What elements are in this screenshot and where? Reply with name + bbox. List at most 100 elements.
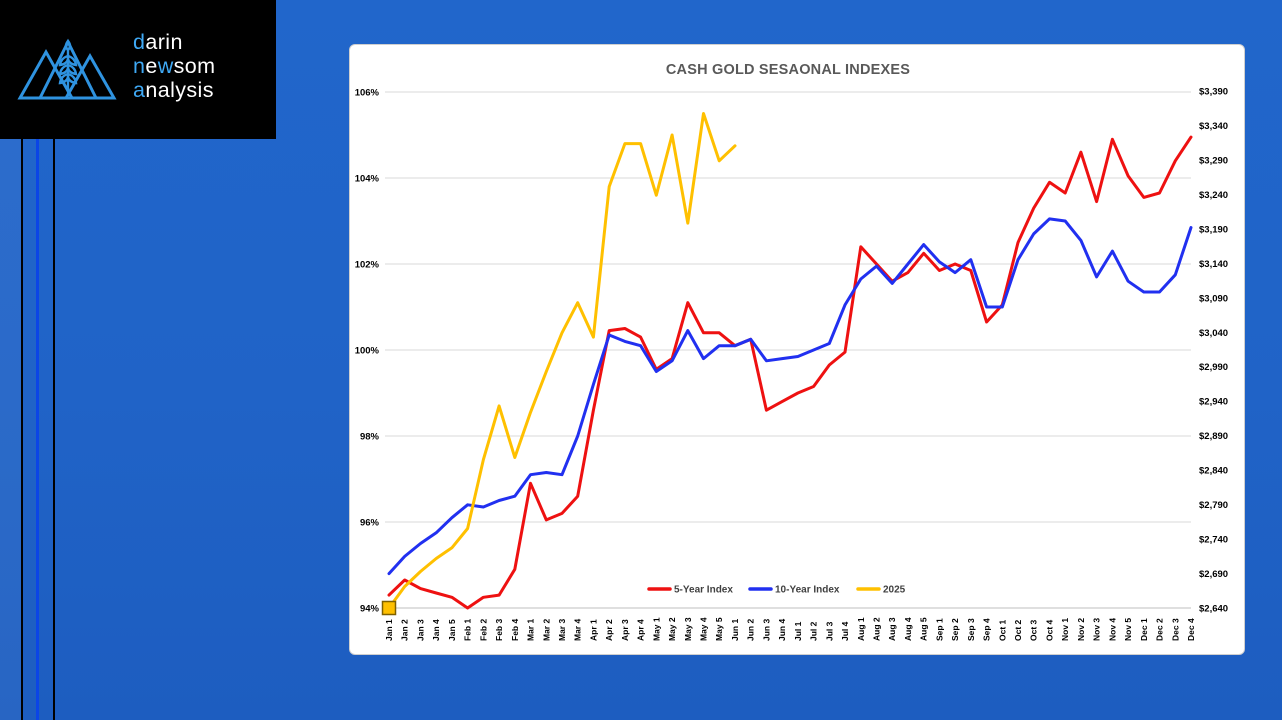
vertical-stripe-black-left: [21, 139, 23, 720]
series-line-10-year-index: [387, 217, 1193, 576]
y-axis-label-right: $3,040: [1199, 328, 1228, 339]
vertical-stripe-blue: [36, 139, 39, 720]
x-axis-label: Feb 2: [478, 619, 488, 641]
logo-letter-segment: som: [173, 54, 216, 78]
logo: darin newsom analysis: [0, 0, 276, 139]
x-axis-label: Sep 4: [982, 618, 992, 641]
x-axis-label: Nov 1: [1060, 618, 1070, 641]
x-axis-label: Jul 4: [840, 621, 850, 641]
x-axis-label: May 2: [667, 617, 677, 641]
y-axis-label-right: $3,290: [1199, 155, 1228, 166]
legend-label: 10-Year Index: [775, 585, 840, 596]
x-axis-label: Aug 1: [856, 617, 866, 641]
x-axis-label: Mar 1: [526, 619, 536, 641]
x-axis-label: Dec 4: [1186, 618, 1196, 641]
logo-text: darin newsom analysis: [133, 30, 215, 102]
x-axis-label: Jun 3: [761, 619, 771, 641]
x-axis-label: Aug 5: [919, 617, 929, 641]
y-axis-label-left: 106%: [355, 88, 380, 99]
chart-title: CASH GOLD SESAONAL INDEXES: [666, 62, 910, 78]
y-axis-label-right: $3,140: [1199, 259, 1228, 270]
x-axis-label: May 5: [714, 617, 724, 641]
logo-line-analysis: analysis: [133, 78, 215, 102]
x-axis-label: Apr 4: [636, 619, 646, 641]
x-axis-label: Jan 3: [415, 619, 425, 641]
legend-label: 2025: [883, 585, 906, 596]
x-axis-label: Mar 3: [557, 619, 567, 641]
x-axis-label: Nov 2: [1076, 618, 1086, 641]
x-axis-label: Jun 2: [746, 619, 756, 641]
seasonal-index-chart: 106%104%102%100%98%96%94%$3,390$3,340$3,…: [355, 62, 1228, 641]
y-axis-label-right: $3,240: [1199, 190, 1228, 201]
x-axis-label: Feb 3: [494, 619, 504, 641]
logo-line-newsom: newsom: [133, 54, 215, 78]
y-axis-label-left: 104%: [355, 174, 380, 185]
x-axis-label: May 4: [699, 617, 709, 641]
x-axis-label: Apr 1: [588, 619, 598, 641]
y-axis-label-right: $2,940: [1199, 397, 1228, 408]
y-axis-label-right: $2,640: [1199, 604, 1228, 615]
x-axis-label: May 3: [683, 617, 693, 641]
x-axis-label: Oct 1: [997, 619, 1007, 641]
logo-letter-segment: n: [133, 54, 146, 78]
chart-legend: 5-Year Index 10-Year Index 2025: [647, 585, 906, 596]
y-axis-label-left: 100%: [355, 346, 380, 357]
chart-panel: 106% 104% 102% 100% 98% 96% 94% $3,390 $3,340 $3,…: [349, 44, 1245, 655]
x-axis-label: Nov 5: [1123, 618, 1133, 641]
y-axis-label-right: $2,990: [1199, 362, 1228, 373]
x-axis-label: Jul 3: [824, 621, 834, 641]
x-axis-label: Jan 4: [431, 619, 441, 641]
logo-letter-segment: e: [145, 54, 158, 78]
x-axis-label: Nov 3: [1092, 618, 1102, 641]
x-axis-label: Jul 1: [793, 621, 803, 641]
x-axis-label: Sep 2: [950, 618, 960, 641]
x-axis-label: Feb 1: [463, 619, 473, 641]
x-axis-label: Dec 3: [1170, 618, 1180, 641]
logo-line-darin: darin: [133, 30, 215, 54]
x-axis-label: Sep 3: [966, 618, 976, 641]
y-axis-label-right: $3,340: [1199, 121, 1228, 132]
x-axis-label: Dec 2: [1155, 618, 1165, 641]
mountains-wheat-icon: [17, 38, 117, 100]
x-axis-label: May 1: [651, 617, 661, 641]
series-line-2025: [387, 112, 737, 610]
x-axis-label: Jun 1: [730, 619, 740, 641]
x-axis-label: Dec 1: [1139, 618, 1149, 641]
y-axis-left-labels: 106% 104% 102% 100% 98% 96% 94%: [355, 88, 380, 615]
x-axis-label: Aug 2: [871, 617, 881, 641]
x-axis-label: Jul 2: [809, 621, 819, 641]
y-axis-label-right: $2,740: [1199, 535, 1228, 546]
left-light-band: [0, 0, 21, 720]
x-axis-label: Jan 1: [384, 619, 394, 641]
x-axis-labels: Jan 1 Jan 2 Jan 3 Jan 4 Jan 5 Feb 1 Feb 2 Feb 3…: [384, 617, 1196, 641]
logo-letter-segment: d: [133, 30, 146, 54]
x-axis-label: Sep 1: [934, 618, 944, 641]
y-axis-label-left: 94%: [360, 604, 380, 615]
x-axis-label: Mar 4: [573, 619, 583, 641]
y-axis-label-right: $3,390: [1199, 87, 1228, 98]
logo-letter-segment: arin: [145, 30, 183, 54]
y-axis-label-left: 96%: [360, 518, 380, 529]
x-axis-label: Oct 3: [1029, 619, 1039, 641]
series-start-marker: [381, 600, 397, 616]
x-axis-label: Aug 4: [903, 617, 913, 641]
vertical-stripe-black-right: [53, 139, 55, 720]
x-axis-label: Feb 4: [510, 619, 520, 641]
x-axis-label: Oct 4: [1044, 619, 1054, 641]
y-axis-label-right: $2,840: [1199, 466, 1228, 477]
y-axis-label-right: $2,890: [1199, 431, 1228, 442]
y-axis-right-labels: $3,390 $3,340 $3,290 $3,240 $3,190 $3,140 $3,0…: [1199, 87, 1228, 615]
x-axis-label: Apr 3: [620, 619, 630, 641]
x-axis-label: Oct 2: [1013, 619, 1023, 641]
x-axis-label: Jan 2: [400, 619, 410, 641]
legend-label: 5-Year Index: [674, 585, 733, 596]
logo-letter-segment: a: [133, 78, 146, 102]
y-axis-label-left: 102%: [355, 260, 380, 271]
x-axis-label: Mar 2: [541, 619, 551, 641]
x-axis-label: Jun 4: [777, 619, 787, 641]
x-axis-label: Jan 5: [447, 619, 457, 641]
y-axis-label-right: $3,190: [1199, 224, 1228, 235]
logo-letter-segment: nalysis: [145, 78, 214, 102]
x-axis-label: Apr 2: [604, 619, 614, 641]
